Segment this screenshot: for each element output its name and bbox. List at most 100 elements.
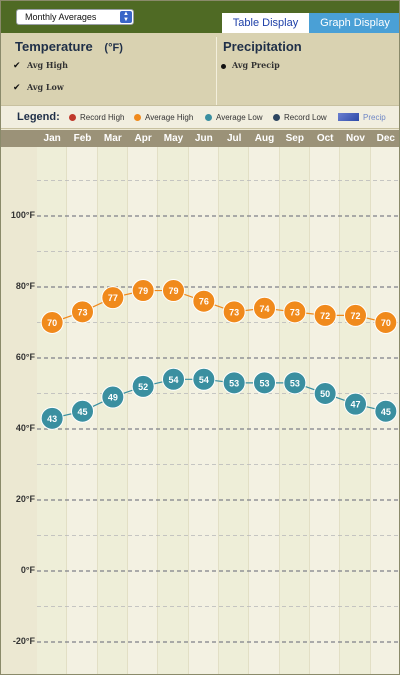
month-label-nov: Nov xyxy=(346,133,365,144)
checkmark-icon: ✔ xyxy=(13,61,21,71)
average-high-value-label: 73 xyxy=(290,307,300,317)
legend-bar: Legend: Record High Average High Average… xyxy=(1,105,399,129)
plot-area: 70 73 77 79 79 76 73 74 73 72 72 70 43 45 49 52 54 54 53 53… xyxy=(37,147,399,674)
y-tick-label: 100°F xyxy=(10,210,35,220)
average-low-value-label: 50 xyxy=(320,389,330,399)
month-label-dec: Dec xyxy=(376,133,395,144)
avg-precip-radio[interactable]: Avg Precip xyxy=(221,60,280,70)
average-low-value-label: 45 xyxy=(77,407,87,417)
average-low-dot-icon xyxy=(205,114,212,121)
month-column xyxy=(158,147,189,674)
legend-record-low-label: Record Low xyxy=(284,113,327,122)
legend-average-low-label: Average Low xyxy=(216,113,263,122)
month-label-may: May xyxy=(163,133,184,144)
month-column xyxy=(310,147,341,674)
average-low-point xyxy=(71,399,94,423)
average-high-value-label: 77 xyxy=(108,293,118,303)
month-label-oct: Oct xyxy=(316,133,334,144)
average-high-value-label: 73 xyxy=(77,307,87,317)
checkmark-icon: ✔ xyxy=(13,83,21,93)
month-column xyxy=(188,147,219,674)
avg-low-checkbox[interactable]: ✔ Avg Low xyxy=(13,82,64,93)
average-high-point xyxy=(283,300,307,324)
month-column xyxy=(128,147,159,674)
precipitation-title: Precipitation xyxy=(223,39,302,54)
average-low-value-label: 54 xyxy=(168,375,178,385)
average-low-value-label: 43 xyxy=(47,414,57,424)
average-high-value-label: 70 xyxy=(47,318,57,328)
average-high-value-label: 74 xyxy=(259,304,269,314)
tab-table-display[interactable]: Table Display xyxy=(222,13,309,33)
average-high-value-label: 73 xyxy=(229,307,239,317)
average-high-point xyxy=(222,300,246,324)
avg-high-label: Avg High xyxy=(27,60,68,70)
tab-graph-display[interactable]: Graph Display xyxy=(309,13,399,33)
record-high-dot-icon xyxy=(69,114,76,121)
temperature-title-text: Temperature xyxy=(15,39,93,54)
legend-average-high-label: Average High xyxy=(145,113,194,122)
average-low-point xyxy=(313,382,337,405)
average-high-point xyxy=(344,303,367,327)
average-low-value-label: 52 xyxy=(138,382,148,392)
temperature-title: Temperature (°F) xyxy=(15,39,123,54)
average-low-point xyxy=(344,392,367,416)
temperature-chart: 100°F 80°F 60°F 40°F 20°F 0°F -20°F 70 73 77 79 79… xyxy=(1,147,399,674)
average-high-point xyxy=(71,300,94,324)
month-header-row: Jan Feb Mar Apr May Jun Jul Aug Sep Oct Nov Dec xyxy=(1,130,399,147)
month-label-jun: Jun xyxy=(194,133,213,144)
average-low-point xyxy=(222,371,246,395)
average-low-point xyxy=(283,371,307,395)
average-low-point xyxy=(131,374,155,398)
average-high-point xyxy=(192,289,216,313)
average-high-dot-icon xyxy=(134,114,141,121)
average-low-value-label: 53 xyxy=(229,378,239,388)
average-low-point xyxy=(374,399,398,423)
legend-precip: Precip xyxy=(338,113,386,122)
average-high-point xyxy=(40,311,64,334)
y-tick-label: 0°F xyxy=(20,565,35,575)
average-high-value-label: 79 xyxy=(168,286,178,296)
avg-low-label: Avg Low xyxy=(27,82,64,92)
average-low-point xyxy=(101,385,125,409)
y-tick-label: 80°F xyxy=(15,281,35,291)
average-low-point xyxy=(253,371,276,395)
average-low-value-label: 53 xyxy=(290,378,300,388)
select-arrows-icon: ▲ ▼ xyxy=(120,11,132,23)
radio-selected-icon xyxy=(221,63,226,69)
legend-title: Legend: xyxy=(17,111,60,123)
month-column xyxy=(249,147,280,674)
month-label-sep: Sep xyxy=(285,133,304,144)
y-tick-label: -20°F xyxy=(12,636,35,646)
average-high-point xyxy=(162,279,185,303)
average-low-point xyxy=(40,406,64,430)
average-high-point xyxy=(313,303,337,327)
month-label-jul: Jul xyxy=(226,133,242,144)
panel-divider xyxy=(216,37,217,105)
avg-high-checkbox[interactable]: ✔ Avg High xyxy=(13,60,68,71)
legend-average-high: Average High xyxy=(134,113,193,122)
avg-precip-label: Avg Precip xyxy=(232,60,280,70)
average-high-point xyxy=(253,296,276,320)
month-label-feb: Feb xyxy=(73,133,92,144)
legend-record-high-label: Record High xyxy=(80,113,125,122)
average-low-value-label: 54 xyxy=(199,375,209,385)
average-high-point xyxy=(374,311,398,334)
average-high-point xyxy=(131,279,155,303)
display-options-panel xyxy=(1,33,399,105)
month-label-aug: Aug xyxy=(254,133,275,144)
average-high-value-label: 79 xyxy=(138,286,148,296)
average-low-point xyxy=(162,367,185,391)
average-high-point xyxy=(101,286,125,310)
average-low-value-label: 53 xyxy=(259,378,269,388)
month-column xyxy=(279,147,310,674)
record-low-dot-icon xyxy=(273,114,280,121)
period-select[interactable]: Monthly Averages ▲ ▼ xyxy=(16,9,134,25)
legend-precip-label: Precip xyxy=(363,113,386,122)
y-tick-label: 40°F xyxy=(15,423,35,433)
precip-swatch-icon xyxy=(338,113,359,121)
legend-record-high: Record High xyxy=(69,113,124,122)
average-low-value-label: 49 xyxy=(108,393,118,403)
y-axis: 100°F 80°F 60°F 40°F 20°F 0°F -20°F xyxy=(1,147,37,674)
legend-average-low: Average Low xyxy=(205,113,263,122)
